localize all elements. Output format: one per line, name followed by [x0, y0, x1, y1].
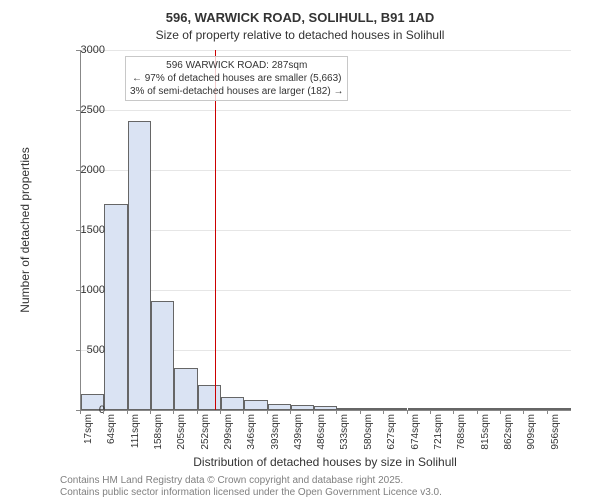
annotation-line: 3% of semi-detached houses are larger (1… — [130, 85, 343, 98]
x-tick-label: 111sqm — [130, 414, 141, 448]
histogram-bar — [221, 397, 244, 410]
histogram-bar — [174, 368, 197, 410]
x-tick-mark — [383, 410, 384, 414]
x-tick-label: 580sqm — [363, 414, 374, 450]
histogram-bar — [454, 408, 477, 410]
x-tick-label: 815sqm — [480, 414, 491, 450]
histogram-bar — [128, 121, 151, 410]
x-axis-label: Distribution of detached houses by size … — [80, 455, 570, 469]
x-tick-mark — [103, 410, 104, 414]
annotation-line: 596 WARWICK ROAD: 287sqm — [130, 59, 343, 72]
x-tick-mark — [290, 410, 291, 414]
x-tick-label: 439sqm — [293, 414, 304, 450]
x-tick-mark — [267, 410, 268, 414]
x-tick-mark — [500, 410, 501, 414]
x-tick-label: 299sqm — [223, 414, 234, 450]
gridline — [81, 290, 571, 291]
x-tick-label: 393sqm — [270, 414, 281, 450]
histogram-bar — [314, 406, 337, 410]
x-tick-mark — [360, 410, 361, 414]
x-tick-label: 956sqm — [550, 414, 561, 450]
x-tick-label: 346sqm — [246, 414, 257, 450]
x-tick-mark — [477, 410, 478, 414]
y-tick-mark — [76, 230, 80, 231]
y-tick-mark — [76, 50, 80, 51]
x-tick-label: 158sqm — [153, 414, 164, 450]
x-tick-label: 721sqm — [433, 414, 444, 450]
x-tick-mark — [220, 410, 221, 414]
x-tick-label: 862sqm — [503, 414, 514, 450]
x-tick-mark — [453, 410, 454, 414]
chart-title: 596, WARWICK ROAD, SOLIHULL, B91 1AD — [0, 10, 600, 25]
gridline — [81, 170, 571, 171]
x-tick-mark — [430, 410, 431, 414]
x-tick-mark — [150, 410, 151, 414]
x-tick-mark — [523, 410, 524, 414]
annotation-box: 596 WARWICK ROAD: 287sqm← 97% of detache… — [125, 56, 348, 101]
x-tick-label: 768sqm — [456, 414, 467, 450]
gridline — [81, 110, 571, 111]
histogram-bar — [501, 408, 524, 410]
histogram-bar — [524, 408, 547, 410]
x-tick-mark — [313, 410, 314, 414]
histogram-bar — [151, 301, 174, 410]
x-tick-label: 627sqm — [386, 414, 397, 450]
histogram-bar — [244, 400, 267, 410]
x-tick-label: 205sqm — [176, 414, 187, 450]
x-tick-label: 64sqm — [106, 414, 117, 444]
histogram-bar — [548, 408, 571, 410]
gridline — [81, 230, 571, 231]
histogram-bar — [337, 408, 360, 410]
y-tick-mark — [76, 110, 80, 111]
histogram-bar — [384, 408, 407, 410]
x-tick-label: 674sqm — [410, 414, 421, 450]
footer-line-2: Contains public sector information licen… — [60, 487, 442, 498]
y-tick-mark — [76, 170, 80, 171]
x-tick-mark — [407, 410, 408, 414]
x-tick-mark — [197, 410, 198, 414]
x-tick-mark — [336, 410, 337, 414]
plot-area: 596 WARWICK ROAD: 287sqm← 97% of detache… — [80, 50, 571, 411]
chart-subtitle: Size of property relative to detached ho… — [0, 28, 600, 42]
footer-line-1: Contains HM Land Registry data © Crown c… — [60, 475, 403, 486]
x-tick-mark — [173, 410, 174, 414]
histogram-bar — [431, 408, 454, 410]
annotation-line: ← 97% of detached houses are smaller (5,… — [130, 72, 343, 85]
x-tick-label: 486sqm — [316, 414, 327, 450]
reference-line — [215, 50, 216, 410]
histogram-bar — [291, 405, 314, 410]
x-tick-mark — [127, 410, 128, 414]
y-tick-mark — [76, 290, 80, 291]
x-tick-mark — [547, 410, 548, 414]
histogram-bar — [408, 408, 431, 410]
histogram-bar — [198, 385, 221, 410]
histogram-bar — [361, 408, 384, 410]
chart-container: 596, WARWICK ROAD, SOLIHULL, B91 1AD Siz… — [0, 0, 600, 500]
histogram-bar — [268, 404, 291, 410]
gridline — [81, 50, 571, 51]
x-tick-mark — [80, 410, 81, 414]
histogram-bar — [104, 204, 127, 410]
x-tick-label: 252sqm — [200, 414, 211, 450]
y-tick-mark — [76, 350, 80, 351]
x-tick-label: 533sqm — [339, 414, 350, 450]
x-tick-mark — [243, 410, 244, 414]
x-tick-label: 17sqm — [83, 414, 94, 444]
histogram-bar — [478, 408, 501, 410]
x-tick-label: 909sqm — [526, 414, 537, 450]
